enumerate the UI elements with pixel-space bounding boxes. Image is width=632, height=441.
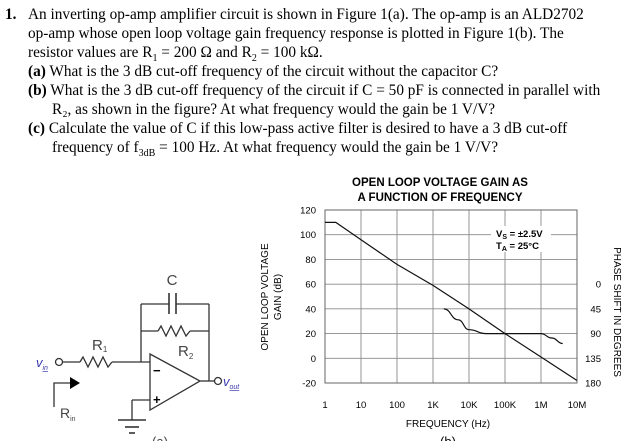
x-tick-label: 10M	[568, 400, 587, 411]
chart-title-line-1: OPEN LOOP VOLTAGE GAIN AS	[352, 177, 528, 189]
resistor-r1	[79, 355, 113, 369]
label-rin: Rin	[60, 405, 76, 423]
label-r2: R2	[178, 343, 194, 361]
vout-terminal	[213, 376, 223, 386]
caption-a: (a)	[152, 434, 168, 441]
y-tick-label: 60	[305, 280, 316, 291]
plus-sign: +	[153, 392, 161, 407]
circuit-diagram	[53, 293, 223, 434]
y2-tick-label: 135	[585, 354, 601, 365]
y-axis-label-2: GAIN (dB)	[273, 274, 284, 320]
x-axis-ticks: 1 10 100 1K 10K 100K 1M 10M	[322, 400, 586, 411]
arrow-icon	[70, 377, 80, 389]
x-axis-label: FREQUENCY (Hz)	[406, 419, 490, 430]
minus-sign: −	[153, 363, 161, 378]
gain-series-line	[325, 221, 578, 382]
plot-frame	[324, 209, 578, 384]
x-tick-label: 100	[389, 400, 405, 411]
intro-line-1: An inverting op-amp amplifier circuit is…	[28, 6, 584, 23]
y2-tick-label: 45	[590, 304, 601, 315]
intro-line-3: resistor values are R1 = 200 Ω and R2 = …	[28, 44, 323, 65]
x-tick-label: 100K	[494, 400, 517, 411]
annotation-ta: TA = 25°C	[496, 241, 539, 253]
x-tick-label: 10	[356, 400, 367, 411]
x-tick-label: 1	[322, 400, 327, 411]
x-tick-label: 10K	[461, 400, 479, 411]
y2-tick-label: 0	[596, 280, 601, 291]
y2-tick-label: 180	[585, 379, 601, 390]
y-tick-label: -20	[302, 379, 316, 390]
y-axis-ticks: 120 100 80 60 40 20 0 -20	[300, 206, 316, 390]
x-tick-label: 1M	[534, 400, 547, 411]
resistor-r2	[157, 324, 191, 338]
op-amp	[149, 352, 202, 412]
part-c: (c) Calculate the value of C if this low…	[28, 120, 568, 137]
annotation-vs: VS = ±2.5V	[496, 229, 543, 241]
y2-axis-ticks: 0 45 90 135 180	[585, 280, 601, 390]
gain-chart: OPEN LOOP VOLTAGE GAIN AS A FUNCTION OF …	[260, 177, 622, 441]
x-tick-label: 1K	[427, 400, 439, 411]
y2-tick-label: 90	[590, 329, 601, 340]
phase-series-line	[443, 308, 563, 345]
circuit-labels: C R1 R2 − + vin vout Rin (a)	[36, 272, 240, 441]
intro-line-2: op-amp whose open loop voltage gain freq…	[28, 25, 564, 42]
part-b-line-2: R₂, as shown in the figure? At what freq…	[52, 101, 496, 118]
part-c-line-2: frequency of f3dB = 100 Hz. At what freq…	[52, 139, 498, 160]
y-tick-label: 0	[311, 354, 316, 365]
y-tick-label: 80	[305, 255, 316, 266]
part-a: (a) What is the 3 dB cut-off frequency o…	[28, 63, 499, 80]
label-r1: R1	[92, 337, 108, 354]
y-tick-label: 40	[305, 304, 316, 315]
question-number: 1.	[5, 6, 17, 23]
chart-title-line-2: A FUNCTION OF FREQUENCY	[357, 192, 522, 204]
y-tick-label: 20	[305, 329, 316, 340]
y2-axis-label: PHASE SHIFT IN DEGREES	[611, 247, 622, 377]
label-vin: vin	[36, 355, 48, 372]
label-c: C	[167, 272, 178, 289]
part-b: (b) What is the 3 dB cut-off frequency o…	[28, 82, 601, 99]
vin-terminal	[54, 357, 64, 367]
y-tick-label: 100	[300, 230, 316, 241]
label-vout: vout	[223, 374, 240, 391]
y-axis-label-1: OPEN LOOP VOLTAGE	[260, 243, 271, 351]
y-tick-label: 120	[300, 206, 316, 217]
caption-b: (b)	[440, 434, 456, 441]
